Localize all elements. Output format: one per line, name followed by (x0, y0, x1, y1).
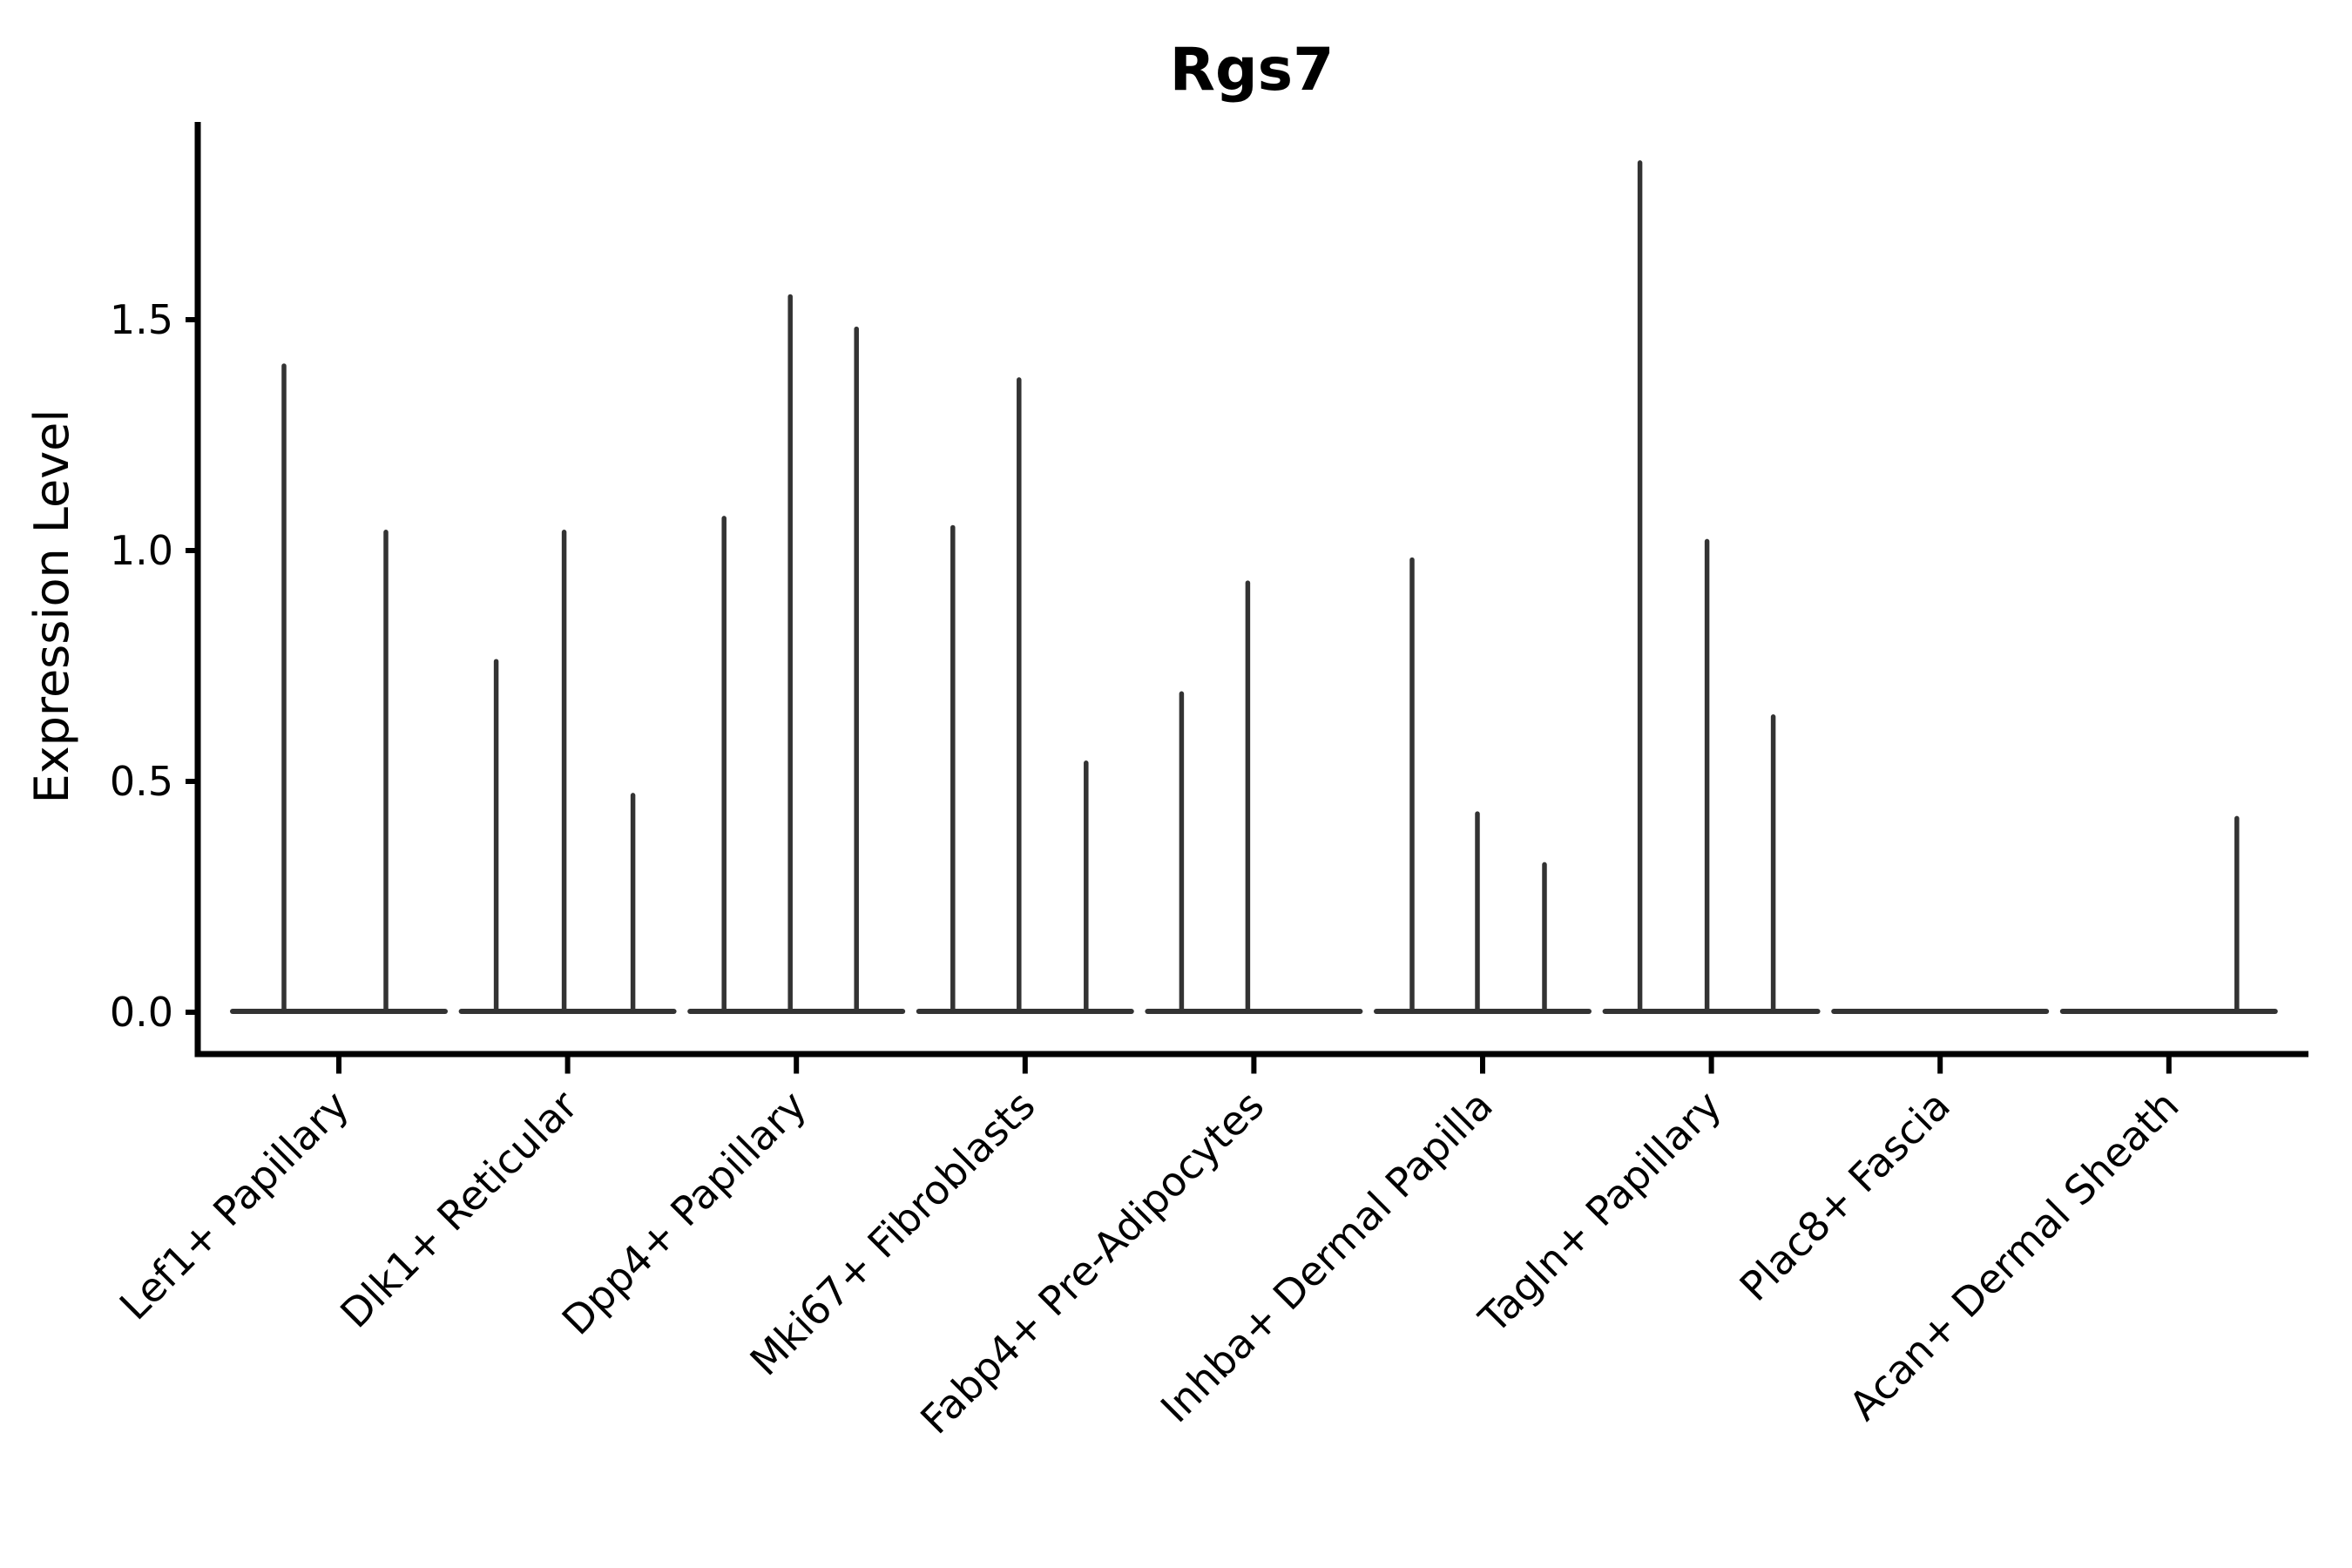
violin-9 (2059, 815, 2278, 1014)
axes-layer (194, 122, 2308, 1058)
violin-5 (1145, 580, 1363, 1014)
x-tick-label: Dlk1+ Reticular (331, 1082, 586, 1337)
violin-1 (230, 363, 448, 1014)
violin-2 (458, 530, 677, 1014)
violin-4 (916, 377, 1134, 1014)
y-tick-label: 0.0 (110, 989, 173, 1036)
violin-7 (1602, 160, 1821, 1014)
x-tick-label: Lef1+ Papillary (111, 1082, 358, 1329)
violin-6 (1374, 557, 1592, 1014)
x-tick-label: Plac8+ Fascia (1731, 1082, 1959, 1310)
y-tick-label: 1.0 (110, 527, 173, 574)
y-axis-label: Expression Level (24, 409, 79, 804)
y-tick-label: 1.5 (110, 296, 173, 343)
x-tick-label: Dpp4+ Papillary (553, 1082, 815, 1344)
y-tick-label: 0.5 (110, 758, 173, 805)
x-tick-label: Tagln+ Papillary (1470, 1082, 1731, 1343)
chart-title: Rgs7 (1170, 36, 1335, 105)
violins-layer (230, 160, 2278, 1014)
violin-3 (687, 294, 906, 1014)
